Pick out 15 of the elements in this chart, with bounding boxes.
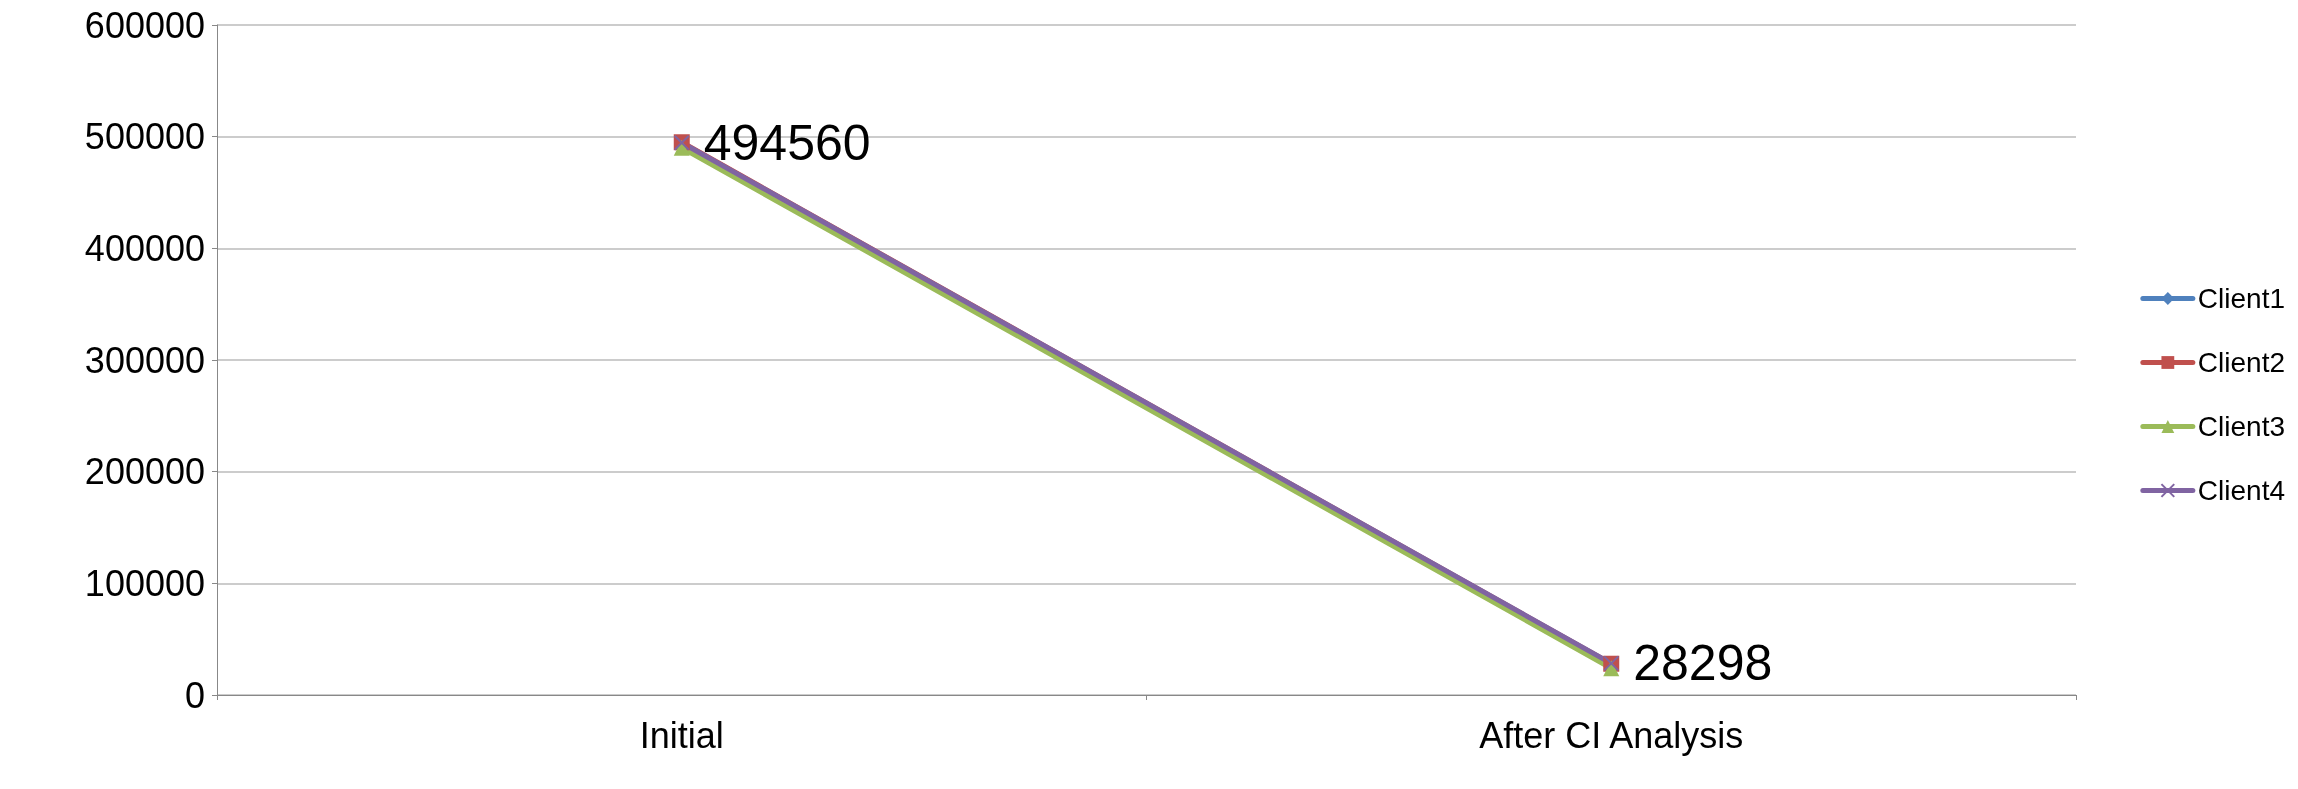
legend-label: Client2	[2197, 347, 2286, 378]
y-tick-label: 600000	[84, 4, 205, 46]
legend-label: Client3	[2197, 411, 2286, 442]
legend-label: Client1	[2197, 283, 2286, 314]
y-tick-label: 200000	[84, 451, 205, 493]
x-tick-label: After CI Analysis	[1479, 714, 1744, 756]
y-tick-label: 0	[184, 674, 205, 716]
data-label: 28298	[1633, 635, 1773, 692]
legend-label: Client4	[2197, 475, 2286, 506]
data-label: 494560	[703, 114, 871, 171]
y-tick-label: 300000	[84, 339, 205, 381]
x-tick-label: Initial	[639, 714, 724, 756]
y-tick-label: 500000	[84, 116, 205, 158]
y-tick-label: 400000	[84, 227, 205, 269]
y-tick-label: 100000	[84, 562, 205, 604]
